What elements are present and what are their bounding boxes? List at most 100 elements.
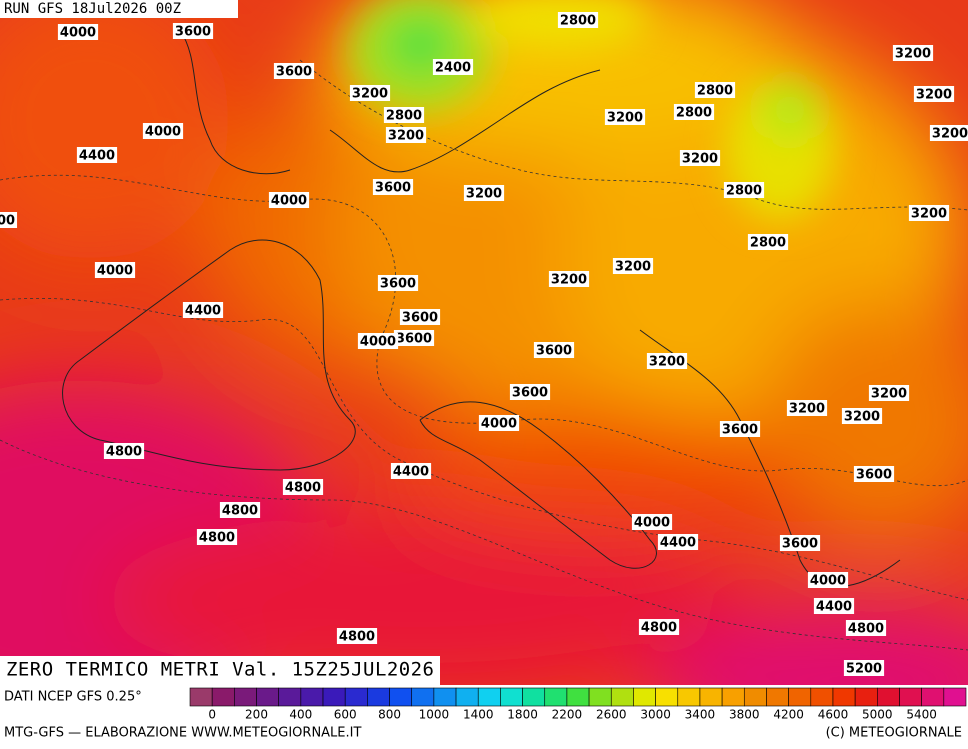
- contour-label-text: 4400: [816, 600, 852, 615]
- contour-label: 4400: [813, 598, 855, 615]
- contour-label-text: 3200: [789, 402, 825, 417]
- colorbar-swatch: [477, 687, 501, 707]
- contour-label-text: 4400: [185, 304, 221, 319]
- footer-right: (C) METEOGIORNALE: [826, 726, 962, 741]
- contour-label-text: 2800: [386, 109, 422, 124]
- source: DATI NCEP GFS 0.25°: [4, 690, 142, 705]
- colorbar-label: 800: [378, 708, 401, 722]
- contour-label: 3200: [679, 150, 721, 167]
- colorbar-swatch: [743, 687, 767, 707]
- contour-label-box: [723, 182, 765, 198]
- colorbar-label: 5000: [862, 708, 893, 722]
- contour-label-text: 4800: [641, 621, 677, 636]
- colorbar-swatch: [832, 687, 856, 707]
- contour-label-box: [719, 421, 761, 437]
- contour-label-text: 3200: [895, 47, 931, 62]
- contour-label-box: [399, 309, 441, 325]
- contour-label-box: [357, 333, 399, 349]
- contour-label-box: [196, 529, 238, 545]
- contour-label-text: 4000: [145, 125, 181, 140]
- colorbar-swatch: [810, 687, 834, 707]
- contour-label: 3600: [719, 421, 761, 438]
- contour-label: 3600: [393, 330, 435, 347]
- contour-label: 3200: [892, 45, 934, 62]
- colorbar-swatch: [322, 687, 346, 707]
- map-title: ZERO TERMICO METRI Val. 15Z25JUL2026: [6, 659, 434, 681]
- contour-label: 4000: [142, 123, 184, 140]
- contour-label: 4000: [357, 333, 399, 350]
- contour-label-box: [673, 104, 715, 120]
- colorbar-swatch: [588, 687, 612, 707]
- contour-label-box: [779, 535, 821, 551]
- header-box: [0, 0, 238, 18]
- contour-label-box: [786, 400, 828, 416]
- colorbar-label: 4200: [773, 708, 804, 722]
- colorbar-swatch: [278, 687, 302, 707]
- colorbar-swatch: [677, 687, 701, 707]
- contour-label-box: [813, 598, 855, 614]
- contour-label-text: 2800: [697, 84, 733, 99]
- contour-label-box: [845, 620, 887, 636]
- colorbar-swatch: [256, 687, 279, 707]
- contour-label-text: 3600: [402, 311, 438, 326]
- contour-label-box: [336, 628, 378, 644]
- contour-label: 4000: [631, 514, 673, 531]
- contour-label-box: [892, 45, 934, 61]
- contour-label-box: [383, 107, 425, 123]
- contour-label-text: 2800: [726, 184, 762, 199]
- contour-label: 2800: [383, 107, 425, 124]
- contour-label-text: 3600: [276, 65, 312, 80]
- colorbar-swatch: [788, 687, 812, 707]
- contour-label: 4800: [282, 479, 324, 496]
- contour-label-text: 3200: [911, 207, 947, 222]
- contour-label-box: [57, 24, 99, 40]
- contour-label-box: [657, 534, 699, 550]
- contour-label: 4400: [390, 463, 432, 480]
- contour-label-text: 4000: [634, 516, 670, 531]
- contour-label-box: [612, 258, 654, 274]
- contour-label: 4000: [478, 415, 520, 432]
- contour-label: 3600: [172, 23, 214, 40]
- colorbar-swatch: [455, 687, 479, 707]
- contour-label-text: 3600: [722, 423, 758, 438]
- colorbar-swatch: [699, 687, 723, 707]
- contour-label: 3200: [385, 127, 427, 144]
- contour-label-box: [908, 205, 950, 221]
- contour-label: 3200: [463, 185, 505, 202]
- contour-label: 4800: [845, 620, 887, 637]
- contour-label-box: [282, 479, 324, 495]
- contour-label: 3200: [913, 86, 955, 103]
- colorbar-swatch: [234, 687, 257, 707]
- contour-label: 4800: [196, 529, 238, 546]
- contour-label-text: 4000: [97, 264, 133, 279]
- contour-label-box: [0, 212, 18, 228]
- colorbar-swatch: [721, 687, 745, 707]
- contour-label-box: [103, 443, 145, 459]
- contour-label: 4800: [219, 502, 261, 519]
- contour-label: 3600: [377, 275, 419, 292]
- footer-left: MTG-GFS — ELABORAZIONE WWW.METEOGIORNALE…: [4, 726, 361, 741]
- contour-label: 4000: [807, 572, 849, 589]
- contour-label-box: [929, 125, 968, 141]
- contour-label-text: 3200: [932, 127, 968, 142]
- contour-label-box: [679, 150, 721, 166]
- contour-label-text: 3600: [536, 344, 572, 359]
- contour-label-box: [604, 109, 646, 125]
- contour-label: 5200: [843, 660, 885, 677]
- colorbar-label: 2600: [596, 708, 627, 722]
- colorbar-swatch: [899, 687, 922, 707]
- contour-label-text: 3600: [782, 537, 818, 552]
- contour-label-box: [694, 82, 736, 98]
- contour-label-box: [372, 179, 414, 195]
- contour-label-box: [638, 619, 680, 635]
- contour-label-box: [646, 353, 688, 369]
- contour-label-text: 2400: [435, 61, 471, 76]
- contour-label-box: [172, 23, 214, 39]
- contour-label-text: 3200: [649, 355, 685, 370]
- contour-label: 4400: [657, 534, 699, 551]
- contour-label-box: [349, 85, 391, 101]
- contour-label: 3600: [273, 63, 315, 80]
- contour-label-box: [533, 342, 575, 358]
- contour-label-text: 4800: [285, 481, 321, 496]
- contour-label-box: [853, 466, 895, 482]
